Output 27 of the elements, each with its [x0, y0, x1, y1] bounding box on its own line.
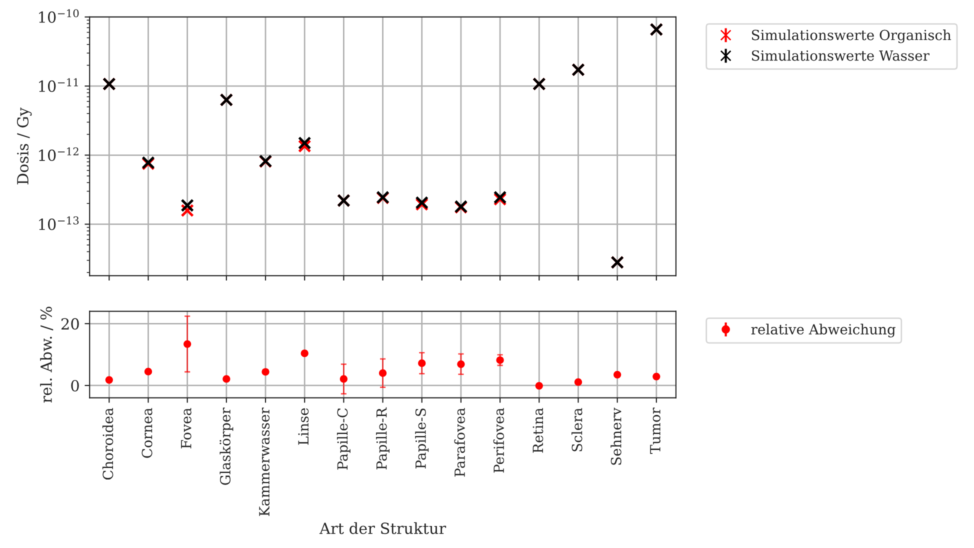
- x-tick-label: Sehnerv: [610, 408, 622, 465]
- y-axis-title: rel. Abw. / %: [40, 306, 54, 403]
- y-axis-title: Dosis / Gy: [16, 108, 32, 184]
- x-tick-label: Glaskörper: [220, 408, 234, 485]
- legend-label: Simulationswerte Organisch: [752, 29, 952, 44]
- x-tick-label: Retina: [532, 408, 544, 453]
- legend-label: Simulationswerte Wasser: [752, 50, 930, 61]
- x-tick-label: Parafovea: [454, 408, 465, 477]
- x-tick-label: Kammerwasser: [259, 408, 270, 516]
- x-tick-label: Perifovea: [493, 408, 504, 473]
- x-tick-label: Papille-S: [415, 408, 429, 468]
- y-tick-label: 10$^{−13}$: [39, 216, 79, 230]
- x-axis-title: Art der Struktur: [319, 522, 446, 534]
- y-tick-label: 0: [71, 380, 79, 392]
- x-tick-label: Sclera: [572, 408, 582, 452]
- x-tick-label: Fovea: [181, 408, 192, 448]
- y-tick-label: 10$^{−12}$: [39, 147, 78, 162]
- y-tick-label: 10$^{−10}$: [39, 9, 79, 23]
- x-tick-label: Tumor: [650, 408, 660, 454]
- x-tick-label: Cornea: [142, 408, 152, 458]
- y-tick-label: 20: [61, 318, 79, 330]
- x-tick-label: Choroidea: [102, 408, 114, 480]
- x-tick-label: Linse: [298, 408, 309, 445]
- x-tick-label: Papille-C: [336, 408, 350, 470]
- legend-label: relative Abweichung: [751, 324, 896, 338]
- y-tick-label: 10$^{−11}$: [39, 78, 78, 92]
- x-tick-label: Papille-R: [376, 407, 390, 470]
